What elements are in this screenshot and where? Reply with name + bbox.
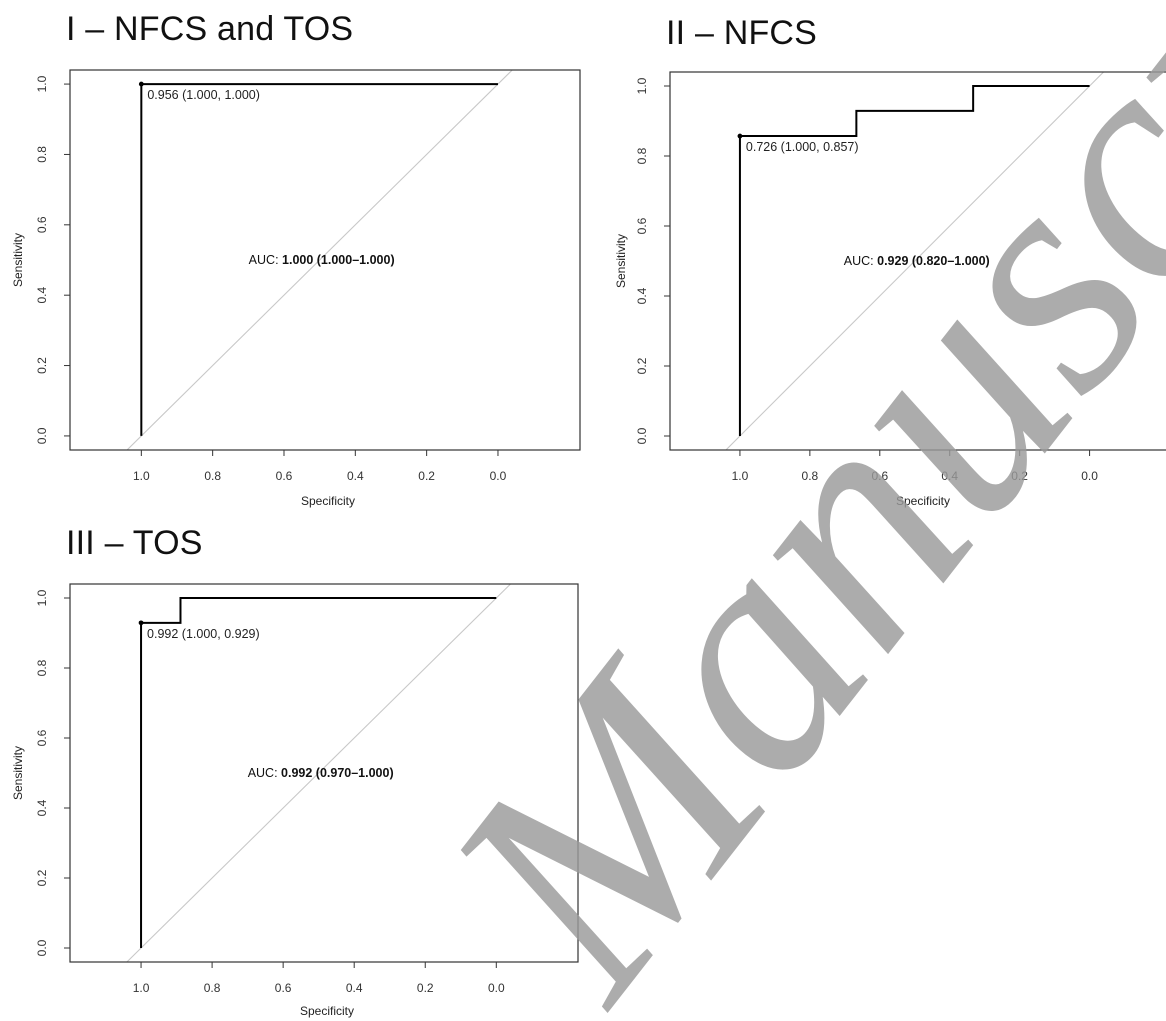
roc-chart-tos: 1.0 0.8 0.6 0.4 0.2 0.0 0.0 0.2 0.4 0.6 0.8 1.0 Spec… <box>11 583 579 1018</box>
y-tick-label: 0.4 <box>35 799 49 816</box>
y-axis-label: Sensitivity <box>614 234 628 288</box>
y-tick-label: 1.0 <box>35 75 49 92</box>
x-tick-label: 0.6 <box>275 981 292 995</box>
x-tick-label: 0.4 <box>941 469 958 483</box>
panel-title-1: I – NFCS and TOS <box>66 10 354 48</box>
x-axis-label: Specificity <box>301 494 355 508</box>
x-tick-label: 1.0 <box>732 469 749 483</box>
y-tick-label: 0.2 <box>35 869 49 886</box>
threshold-point <box>138 620 144 626</box>
x-tick-label: 0.4 <box>347 469 364 483</box>
x-tick-label: 0.8 <box>204 981 221 995</box>
threshold-point <box>737 133 743 139</box>
roc-chart-nfcs-and-tos: 1.0 0.8 0.6 0.4 0.2 0.0 0.0 0.2 0.4 0.6 0.8 1.0 Spec… <box>11 69 581 508</box>
y-tick-label: 0.2 <box>635 357 649 374</box>
y-tick-label: 0.2 <box>35 357 49 374</box>
y-tick-label: 0.6 <box>635 217 649 234</box>
x-tick-label: 0.6 <box>871 469 888 483</box>
threshold-label: 0.956 (1.000, 1.000) <box>147 88 260 102</box>
x-tick-label: 0.8 <box>802 469 819 483</box>
threshold-label: 0.992 (1.000, 0.929) <box>147 627 260 641</box>
y-tick-label: 0.8 <box>35 659 49 676</box>
y-axis-label: Sensitivity <box>11 746 25 800</box>
y-tick-label: 0.4 <box>635 287 649 304</box>
roc-curve <box>140 597 497 948</box>
y-tick-label: 0.8 <box>635 147 649 164</box>
x-axis-label: Specificity <box>896 494 950 508</box>
y-tick-label: 1.0 <box>35 589 49 606</box>
x-tick-label: 1.0 <box>133 981 150 995</box>
roc-chart-nfcs: 1.0 0.8 0.6 0.4 0.2 0.0 0.0 0.2 0.4 0.6 0.8 1.0 Spec… <box>614 71 1166 508</box>
x-tick-label: 0.6 <box>276 469 293 483</box>
x-tick-label: 0.0 <box>488 981 505 995</box>
auc-annotation: AUC: 0.992 (0.970–1.000) <box>248 766 394 780</box>
y-tick-label: 1.0 <box>635 77 649 94</box>
x-tick-label: 0.0 <box>490 469 507 483</box>
auc-annotation: AUC: 0.929 (0.820–1.000) <box>844 254 990 268</box>
y-tick-label: 0.8 <box>35 146 49 163</box>
panel-title-2: II – NFCS <box>666 14 818 52</box>
y-tick-label: 0.0 <box>635 427 649 444</box>
reference-diagonal-line <box>126 584 512 962</box>
x-axis-label: Specificity <box>300 1004 354 1018</box>
y-tick-label: 0.6 <box>35 729 49 746</box>
x-tick-label: 0.2 <box>417 981 434 995</box>
x-tick-label: 0.8 <box>204 469 221 483</box>
y-tick-label: 0.4 <box>35 287 49 304</box>
auc-annotation: AUC: 1.000 (1.000–1.000) <box>249 253 395 267</box>
x-tick-label: 0.4 <box>346 981 363 995</box>
x-tick-label: 0.2 <box>418 469 435 483</box>
x-tick-label: 1.0 <box>133 469 150 483</box>
y-tick-label: 0.0 <box>35 939 49 956</box>
threshold-label: 0.726 (1.000, 0.857) <box>746 140 859 154</box>
y-axis-label: Sensitivity <box>11 233 25 287</box>
x-tick-label: 0.0 <box>1081 469 1098 483</box>
threshold-point <box>138 81 144 87</box>
y-tick-label: 0.6 <box>35 216 49 233</box>
y-tick-label: 0.0 <box>35 427 49 444</box>
reference-diagonal-line <box>725 72 1105 450</box>
panel-title-3: III – TOS <box>66 524 203 562</box>
x-tick-label: 0.2 <box>1011 469 1028 483</box>
reference-diagonal-line <box>126 70 514 450</box>
